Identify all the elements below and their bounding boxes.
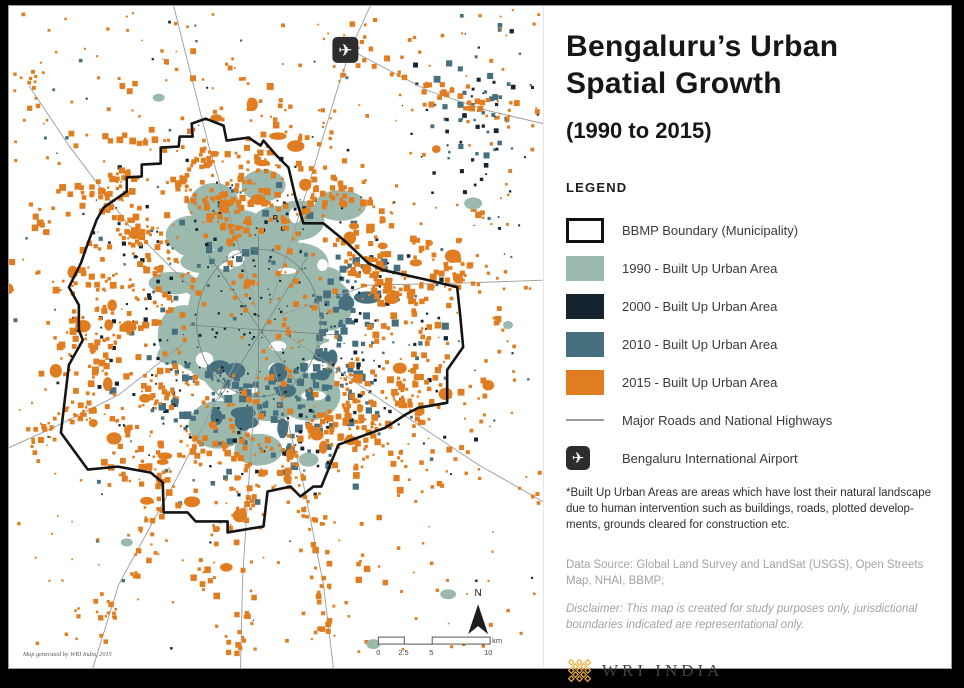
built-1990-swatch bbox=[566, 255, 604, 281]
title-line-1: Bengaluru’s Urban bbox=[566, 30, 839, 63]
data-source-note: Data Source: Global Land Survey and Land… bbox=[566, 557, 935, 589]
scale-tick-25: 2.5 bbox=[398, 648, 408, 657]
legend-item-airport: ✈ Bengaluru International Airport bbox=[566, 439, 935, 477]
disclaimer-line: boundaries indicated are representationa… bbox=[566, 619, 805, 631]
legend-item-1990: 1990 - Built Up Urban Area bbox=[566, 249, 935, 287]
wri-logo-text: WRI INDIA bbox=[602, 660, 724, 680]
legend-list: BBMP Boundary (Municipality) 1990 - Buil… bbox=[566, 211, 935, 477]
built-2010-swatch bbox=[566, 331, 604, 357]
legend-item-label: 2015 - Built Up Urban Area bbox=[622, 374, 778, 390]
data-source-line: Data Source: Global Land Survey and Land… bbox=[566, 559, 924, 571]
legend-item-2000: 2000 - Built Up Urban Area bbox=[566, 287, 935, 325]
scale-segment-1 bbox=[377, 636, 405, 645]
legend-heading: LEGEND bbox=[566, 180, 628, 195]
scale-unit: km bbox=[492, 636, 502, 645]
map-panel: ✈ N 0 2.5 5 10 km Map generated by WRI I… bbox=[9, 6, 544, 668]
legend-item-label: 2010 - Built Up Urban Area bbox=[622, 336, 778, 352]
wri-lattice-icon bbox=[567, 658, 592, 683]
footnote-line: *Built Up Urban Areas are areas which ha… bbox=[566, 487, 932, 499]
bengaluru-map: ✈ N 0 2.5 5 10 km Map generated by WRI I… bbox=[9, 6, 543, 668]
airplane-icon: ✈ bbox=[566, 446, 590, 470]
bbmp-boundary-swatch bbox=[566, 217, 604, 243]
footnote-line: ments, grounds cleared for construction … bbox=[566, 519, 790, 531]
legend-item-2010: 2010 - Built Up Urban Area bbox=[566, 325, 935, 363]
built-2000-swatch bbox=[566, 293, 604, 319]
legend-item-label: BBMP Boundary (Municipality) bbox=[622, 222, 799, 238]
legend-item-bbmp-boundary: BBMP Boundary (Municipality) bbox=[566, 211, 935, 249]
airport-marker: ✈ bbox=[332, 36, 359, 63]
built-2015-swatch bbox=[566, 369, 604, 395]
legend-item-label: 2000 - Built Up Urban Area bbox=[622, 298, 778, 314]
airport-icon-bg bbox=[332, 36, 359, 63]
scale-tick-10: 10 bbox=[484, 648, 492, 657]
scale-tick-5: 5 bbox=[429, 648, 433, 657]
airport-swatch: ✈ bbox=[566, 446, 604, 471]
north-arrow-icon bbox=[468, 604, 489, 635]
legend-item-label: 1990 - Built Up Urban Area bbox=[622, 260, 778, 276]
title-line-2: Spatial Growth bbox=[566, 67, 782, 100]
legend-item-label: Major Roads and National Highways bbox=[622, 412, 833, 428]
map-attribution: Map generated by WRI India, 2015 bbox=[22, 651, 112, 658]
info-panel: Bengaluru’s Urban Spatial Growth (1990 t… bbox=[545, 6, 951, 683]
scale-tick-0: 0 bbox=[376, 648, 380, 657]
airplane-icon: ✈ bbox=[338, 41, 352, 60]
road-line-swatch bbox=[566, 408, 604, 433]
road-line-icon bbox=[566, 419, 604, 421]
wri-india-logo: WRI INDIA bbox=[566, 657, 935, 684]
data-source-line: Map, NHAI, BBMP; bbox=[566, 575, 665, 587]
north-label: N bbox=[475, 588, 482, 599]
scale-bar: 0 2.5 5 10 km bbox=[376, 636, 502, 657]
footnote-line: due to human intervention such as buildi… bbox=[566, 503, 914, 515]
poster-card: ✈ N 0 2.5 5 10 km Map generated by WRI I… bbox=[8, 5, 952, 683]
disclaimer-note: Disclaimer: This map is created for stud… bbox=[566, 601, 935, 633]
subtitle: (1990 to 2015) bbox=[566, 118, 712, 143]
scale-segment-2 bbox=[431, 636, 491, 645]
legend-item-roads: Major Roads and National Highways bbox=[566, 401, 935, 439]
legend-item-label: Bengaluru International Airport bbox=[622, 450, 798, 466]
disclaimer-line: Disclaimer: This map is created for stud… bbox=[566, 603, 918, 615]
legend-item-2015: 2015 - Built Up Urban Area bbox=[566, 363, 935, 401]
built-up-footnote: *Built Up Urban Areas are areas which ha… bbox=[566, 485, 935, 533]
page-title: Bengaluru’s Urban Spatial Growth bbox=[566, 28, 935, 102]
north-arrow: N bbox=[468, 588, 489, 635]
